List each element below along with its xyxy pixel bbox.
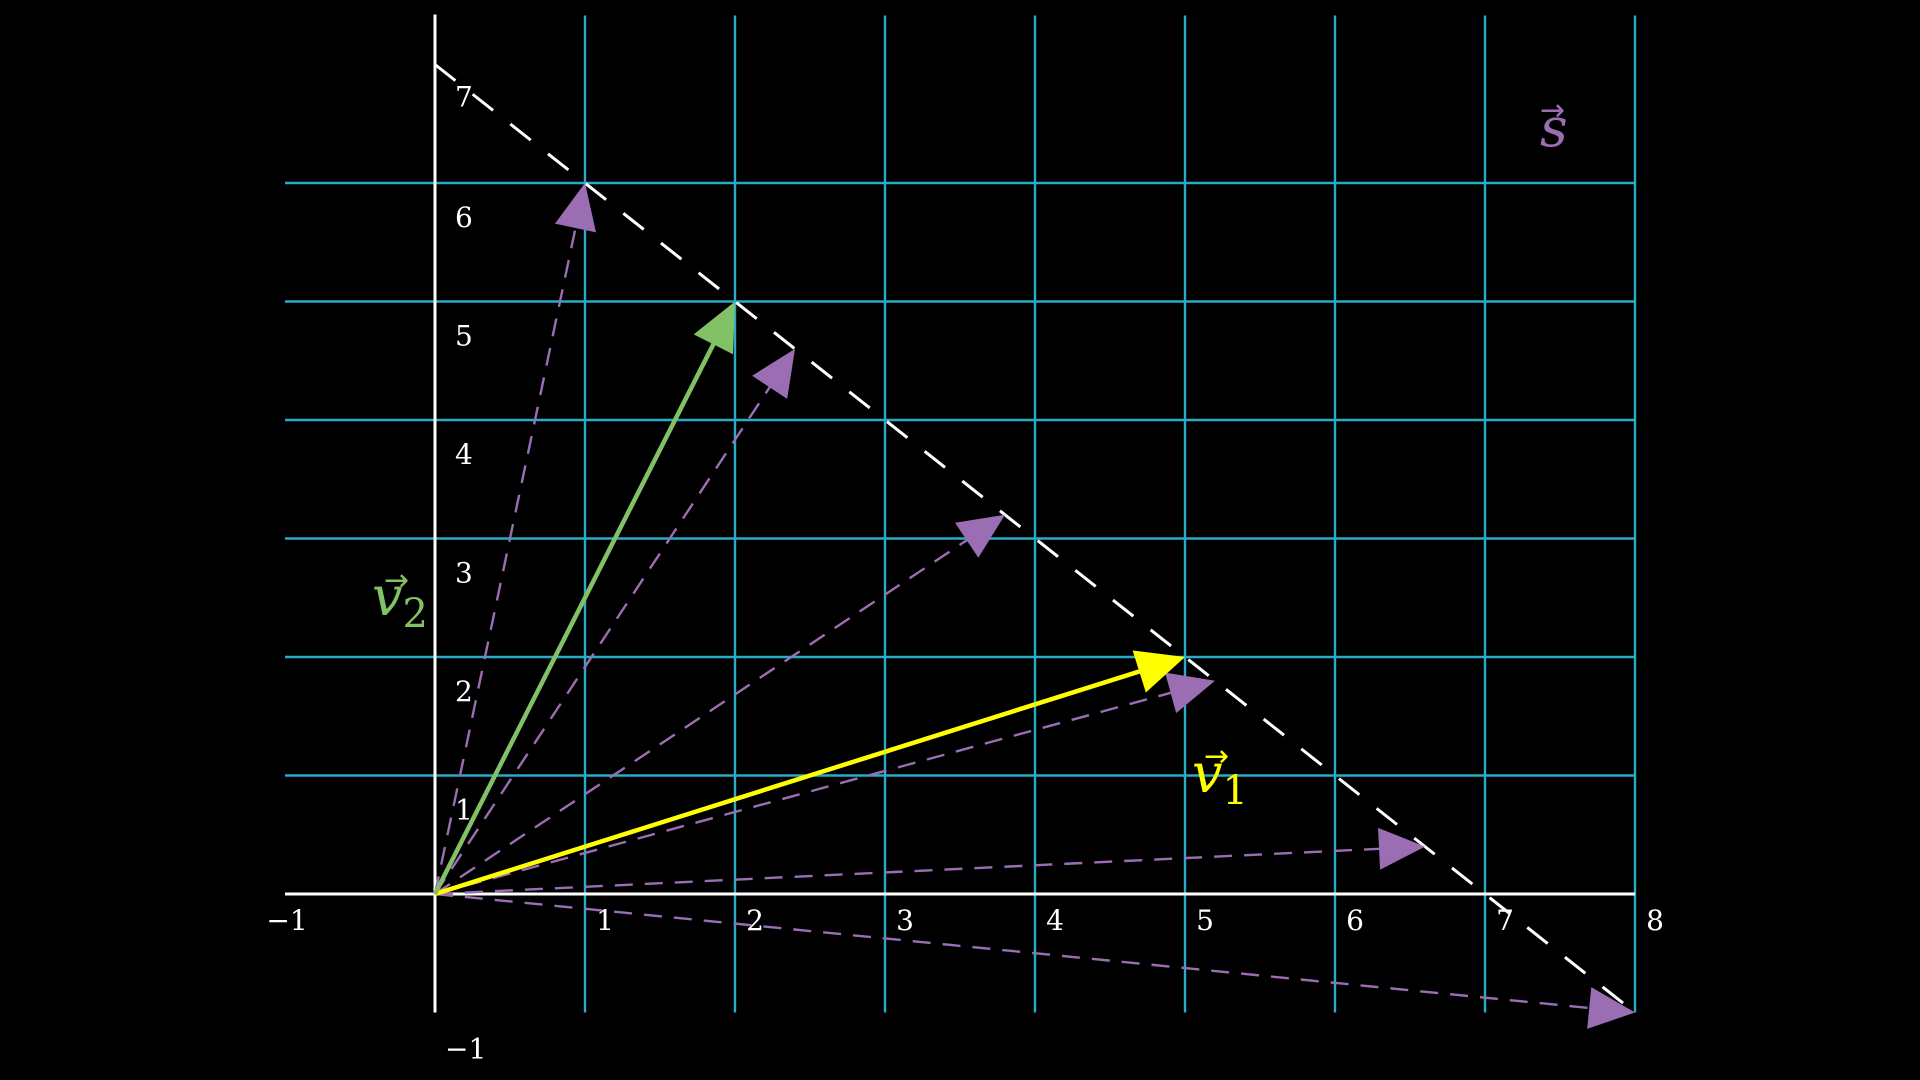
dashed-vector-shaft [434, 535, 973, 895]
line-s-label: s [1540, 96, 1568, 159]
x-tick-label-2: 2 [746, 904, 764, 937]
dashed-vectors [433, 183, 1635, 1029]
y-tick-label-3: 3 [455, 557, 473, 590]
x-tick-label-5: 5 [1196, 904, 1214, 937]
vector-v2-arrowhead [693, 301, 735, 355]
vector-v1-arrow-accent: → [1204, 739, 1229, 774]
dashed-vector-2 [433, 348, 795, 895]
x-tick-label-3: 3 [896, 904, 914, 937]
dashed-vector-shaft [434, 847, 1386, 896]
x-tick-label-neg1: −1 [266, 904, 307, 937]
solid-vectors [432, 301, 1185, 897]
vector-v1-shaft [434, 666, 1148, 897]
line-s-arrow-accent: → [1540, 93, 1565, 128]
vector-v1-label: v1 [1192, 742, 1248, 814]
dashed-vector-shaft [433, 381, 774, 895]
y-tick-label-2: 2 [455, 675, 473, 708]
dashed-vector-6 [434, 892, 1635, 1029]
dashed-vector-3 [434, 514, 1005, 895]
vector-v1 [434, 650, 1185, 897]
line-s [434, 63, 1636, 1014]
vector-v2-label: v2 [372, 565, 428, 637]
x-tick-label-1: 1 [596, 904, 614, 937]
grid [285, 15, 1637, 1013]
y-tick-label-1: 1 [455, 794, 473, 827]
dashed-vector-shaft [434, 892, 1596, 1010]
dashed-vector-arrowhead [1587, 987, 1635, 1029]
y-tick-label-6: 6 [455, 201, 473, 234]
dashed-vector-shaft [433, 221, 578, 895]
x-tick-label-6: 6 [1346, 904, 1364, 937]
dashed-vector-5 [434, 827, 1425, 896]
x-tick-label-8: 8 [1646, 904, 1664, 937]
dashed-vector-4 [434, 672, 1215, 896]
vector-v2-arrow-accent: → [384, 563, 409, 598]
vector-v2-shaft [432, 336, 719, 896]
y-tick-label-4: 4 [455, 438, 473, 471]
dashed-vector-arrowhead [554, 183, 597, 233]
dashed-vector-arrowhead [752, 348, 795, 399]
y-tick-label-neg1: −1 [445, 1033, 486, 1066]
vector-v2 [432, 301, 735, 896]
axes [285, 14, 1635, 1013]
dashed-vector-1 [433, 183, 597, 895]
dashed-vector-shaft [434, 690, 1177, 896]
y-tick-label-5: 5 [455, 320, 473, 353]
dashed-vector-arrowhead [1165, 672, 1215, 714]
dashed-vector-arrowhead [955, 514, 1005, 558]
vector-v1-arrowhead [1132, 650, 1185, 693]
y-tick-label-7: 7 [455, 81, 473, 114]
dashed-vector-arrowhead [1378, 827, 1425, 870]
x-tick-label-4: 4 [1046, 904, 1064, 937]
